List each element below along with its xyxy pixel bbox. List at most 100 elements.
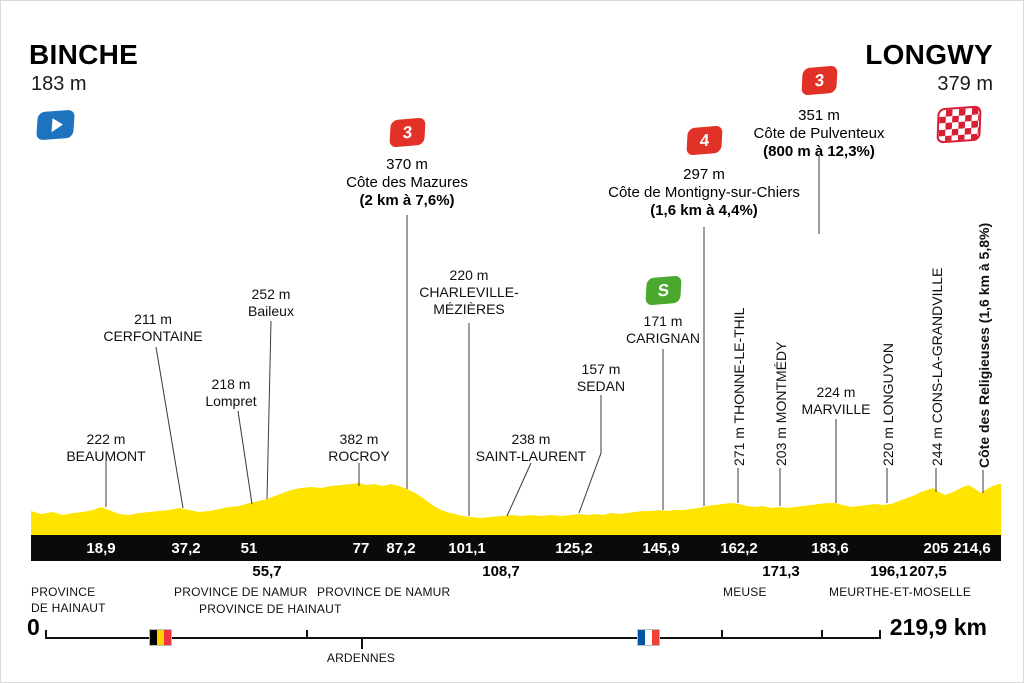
climb-cote-de-montigny-sur-chiers: 297 m Côte de Montigny-sur-Chiers (1,6 k… bbox=[608, 166, 800, 220]
waypoint-elevation: 157 m bbox=[581, 361, 621, 377]
km-marker: 51 bbox=[240, 540, 258, 557]
waypoint-baileux: 252 m Baileux bbox=[248, 286, 294, 320]
flag-stripe bbox=[638, 630, 645, 645]
region-province-de-namur: PROVINCE DE NAMUR bbox=[174, 585, 308, 599]
region-province-de-namur-2: PROVINCE DE NAMUR bbox=[317, 585, 451, 599]
waypoint-name: SEDAN bbox=[576, 378, 626, 394]
flag-stripe bbox=[164, 630, 171, 645]
flag-stripe bbox=[652, 630, 659, 645]
km-marker: 214,6 bbox=[953, 540, 991, 557]
category-3-badge: 3 bbox=[801, 65, 838, 96]
france-flag-icon bbox=[637, 629, 660, 646]
waypoint-marville: 224 m MARVILLE bbox=[802, 384, 871, 418]
waypoint-name: ROCROY bbox=[328, 448, 390, 464]
category-number: 4 bbox=[699, 130, 710, 150]
waypoint-name: Lompret bbox=[205, 393, 257, 409]
waypoint-longuyon: 220 m LONGUYON bbox=[880, 343, 896, 466]
waypoint-elevation: 224 m bbox=[816, 384, 856, 400]
waypoint-name: SAINT-LAURENT bbox=[475, 448, 587, 464]
km-marker: 87,2 bbox=[386, 540, 416, 557]
climb-elevation: 351 m bbox=[798, 107, 840, 124]
climb-cote-de-pulventeux: 351 m Côte de Pulventeux (800 m à 12,3%) bbox=[754, 107, 885, 161]
waypoint-elevation: 218 m bbox=[211, 376, 251, 392]
waypoint-thonne-le-thil: 271 m THONNE-LE-THIL bbox=[731, 307, 747, 466]
waypoint-carignan: 171 m CARIGNAN bbox=[626, 313, 700, 347]
km-marker: 18,9 bbox=[86, 540, 116, 557]
climb-name: Côte de Montigny-sur-Chiers bbox=[608, 184, 800, 201]
climb-detail: (1,6 km à 4,4%) bbox=[650, 202, 758, 219]
km-bar bbox=[31, 535, 1001, 561]
km-marker-below: 207,5 bbox=[909, 563, 947, 580]
waypoint-elevation: 171 m bbox=[643, 313, 683, 329]
belgium-flag-icon bbox=[149, 629, 172, 646]
km-marker: 162,2 bbox=[720, 540, 758, 557]
km-marker: 205 bbox=[923, 540, 949, 557]
km-marker: 125,2 bbox=[555, 540, 593, 557]
waypoint-rocroy: 382 m ROCROY bbox=[328, 431, 389, 465]
scale-total-distance: 219,9 km bbox=[889, 614, 987, 640]
scale-tick bbox=[879, 630, 881, 639]
waypoint-elevation: 252 m bbox=[251, 286, 291, 302]
waypoint-name: BEAUMONT bbox=[66, 448, 146, 464]
region-province-de-hainaut-2: PROVINCE DE HAINAUT bbox=[199, 602, 342, 616]
region-province-de-hainaut-line1: PROVINCE bbox=[31, 585, 96, 599]
play-triangle-icon bbox=[51, 117, 63, 133]
climb-cote-des-mazures: 370 m Côte des Mazures (2 km à 7,6%) bbox=[346, 156, 468, 210]
checkered-flag-icon bbox=[936, 105, 982, 144]
waypoint-cerfontaine: 211 m CERFONTAINE bbox=[103, 311, 202, 345]
waypoint-elevation: 382 m bbox=[339, 431, 379, 447]
region-meuse: MEUSE bbox=[723, 585, 767, 599]
scale-tick bbox=[45, 630, 47, 639]
km-marker: 77 bbox=[352, 540, 370, 557]
waypoint-sedan: 157 m SEDAN bbox=[577, 361, 625, 395]
waypoint-elevation: 220 m bbox=[449, 267, 489, 283]
waypoint-cons-la-grandville: 244 m CONS-LA-GRANDVILLE bbox=[929, 267, 945, 466]
waypoint-elevation: 238 m bbox=[511, 431, 551, 447]
km-marker-below: 55,7 bbox=[252, 563, 282, 580]
flag-stripe bbox=[645, 630, 652, 645]
category-4-badge: 4 bbox=[686, 125, 723, 156]
waypoint-beaumont: 222 m BEAUMONT bbox=[66, 431, 145, 465]
region-province-de-hainaut-line2: DE HAINAUT bbox=[31, 601, 106, 615]
waypoint-saint-laurent: 238 m SAINT-LAURENT bbox=[476, 431, 586, 465]
flag-stripe bbox=[150, 630, 157, 645]
category-3-badge: 3 bbox=[389, 117, 426, 148]
waypoint-lompret: 218 m Lompret bbox=[205, 376, 256, 410]
category-number: 3 bbox=[402, 122, 413, 142]
region-meurthe-et-moselle: MEURTHE-ET-MOSELLE bbox=[829, 585, 972, 599]
climb-detail: (800 m à 12,3%) bbox=[763, 143, 875, 160]
leader-lines bbox=[105, 155, 984, 517]
waypoint-name: CERFONTAINE bbox=[103, 328, 203, 344]
km-marker: 183,6 bbox=[811, 540, 849, 557]
km-marker: 145,9 bbox=[642, 540, 680, 557]
waypoint-charleville-mezieres: 220 m CHARLEVILLE-MÉZIÈRES bbox=[409, 267, 529, 318]
category-number: 3 bbox=[814, 70, 825, 90]
scale-start-value: 0 bbox=[27, 614, 40, 640]
km-marker-below: 196,1 bbox=[870, 563, 908, 580]
waypoint-elevation: 211 m bbox=[134, 311, 172, 327]
flag-stripe bbox=[157, 630, 164, 645]
climb-name: Côte de Pulventeux bbox=[753, 125, 885, 142]
scale-tick bbox=[721, 630, 723, 639]
km-marker: 101,1 bbox=[448, 540, 486, 557]
start-city-elevation: 183 m bbox=[31, 73, 87, 95]
km-marker-below: 171,3 bbox=[762, 563, 800, 580]
distance-scale-line bbox=[45, 637, 881, 639]
sprint-letter: S bbox=[657, 279, 670, 301]
finish-city-elevation: 379 m bbox=[937, 73, 993, 95]
scale-tick bbox=[306, 630, 308, 639]
climb-elevation: 370 m bbox=[386, 156, 428, 173]
km-marker-below: 108,7 bbox=[482, 563, 520, 580]
waypoint-name: MARVILLE bbox=[801, 401, 871, 417]
start-flag-icon bbox=[36, 109, 75, 141]
start-city-name: BINCHE bbox=[29, 39, 139, 70]
waypoint-elevation: 222 m bbox=[86, 431, 126, 447]
climb-name: Côte des Mazures bbox=[346, 174, 468, 191]
finish-city-name: LONGWY bbox=[865, 39, 993, 70]
ardennes-tick bbox=[361, 638, 363, 649]
waypoint-name: CARIGNAN bbox=[626, 330, 700, 346]
climb-elevation: 297 m bbox=[683, 166, 725, 183]
climb-cote-des-religieuses: Côte des Religieuses (1,6 km à 5,8%) bbox=[976, 222, 992, 468]
